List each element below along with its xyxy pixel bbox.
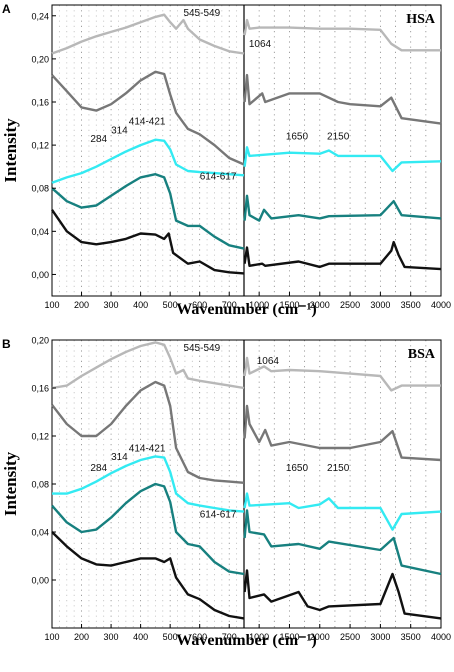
series-3-right	[243, 492, 442, 531]
series-4-right	[243, 194, 442, 222]
x-tick-label: 2500	[340, 300, 360, 310]
grid	[51, 5, 427, 296]
y-axis-title: Intensity	[1, 118, 20, 183]
x-tick-label: 4000	[431, 300, 451, 310]
series-1-right	[243, 356, 441, 392]
grid	[51, 340, 427, 628]
series-5-right	[243, 569, 442, 620]
panel-a: 0,00 0,04 0,08 0,12 0,16 0,20 0,24 100 200 300 400…	[1, 2, 451, 318]
x-tick-label: 500	[163, 632, 178, 642]
panel-letter: B	[2, 337, 11, 351]
y-tick-label: 0,16	[31, 98, 49, 108]
series-5-left	[51, 209, 245, 275]
x-tick-label: 3500	[401, 300, 421, 310]
x-tick-label: 700	[222, 300, 237, 310]
x-tick-label: 600	[192, 632, 207, 642]
series-2-right	[243, 404, 442, 462]
series-4-right	[243, 509, 442, 576]
x-axis-title: Wavenumber (cm⁻¹)	[176, 301, 316, 318]
y-tick-label: 0,04	[31, 528, 49, 538]
annotation-label: 545-549	[183, 8, 220, 19]
x-tick-label: 300	[104, 632, 119, 642]
y-tick-label: 0,20	[31, 54, 49, 64]
annotation-label: 1064	[257, 356, 280, 367]
x-tick-label: 1000	[249, 632, 269, 642]
x-tick-label: 1000	[249, 300, 269, 310]
annotation-label: 414-421	[129, 117, 166, 128]
x-tick-label: 100	[44, 632, 59, 642]
plot-frame	[51, 4, 442, 297]
x-tick-label: 2000	[310, 632, 330, 642]
annotation-label: 1650	[286, 463, 309, 474]
series-2-right	[243, 73, 442, 125]
x-tick-label: 4000	[431, 632, 451, 642]
series-3-right	[243, 146, 442, 173]
y-tick-label: 0,20	[31, 336, 49, 346]
series-1-left	[51, 341, 245, 390]
x-tick-label: 400	[133, 632, 148, 642]
x-tick-label: 1500	[279, 300, 299, 310]
x-tick-label: 200	[74, 632, 89, 642]
series-5-right	[243, 240, 442, 271]
x-tick-label: 300	[104, 300, 119, 310]
y-tick-label: 0,08	[31, 480, 49, 490]
series-5-left	[51, 531, 245, 620]
annotation-label: 614-617	[200, 172, 237, 183]
x-tick-label: 1500	[279, 632, 299, 642]
series-1-right	[243, 18, 441, 52]
annotation-label: 545-549	[183, 343, 220, 354]
sample-label: BSA	[408, 347, 436, 362]
series-1-left	[51, 13, 245, 55]
x-tick-label: 700	[222, 632, 237, 642]
x-tick-label: 500	[163, 300, 178, 310]
panel-letter: A	[2, 2, 11, 16]
y-tick-label: 0,08	[31, 184, 49, 194]
y-tick-label: 0,12	[31, 141, 49, 151]
x-tick-label: 2500	[340, 632, 360, 642]
x-axis-title: Wavenumber (cm⁻¹)	[176, 632, 316, 649]
x-tick-label: 200	[74, 300, 89, 310]
series-2-left	[51, 380, 245, 484]
x-tick-label: 3000	[370, 300, 390, 310]
x-tick-label: 3000	[370, 632, 390, 642]
annotation-label: 1064	[249, 39, 272, 50]
x-tick-label: 600	[192, 300, 207, 310]
series-2-left	[51, 70, 245, 166]
y-axis-title: Intensity	[1, 451, 20, 516]
series-3-left	[51, 138, 245, 184]
annotation-label: 2150	[327, 463, 350, 474]
series-4-left	[51, 173, 245, 250]
annotation-label: 414-421	[129, 444, 166, 455]
y-tick-label: 0,04	[31, 227, 49, 237]
annotation-label: 314	[111, 125, 128, 136]
x-tick-label: 2000	[310, 300, 330, 310]
annotation-label: 614-617	[200, 510, 237, 521]
x-tick-label: 3500	[401, 632, 421, 642]
series-4-left	[51, 482, 245, 576]
y-tick-label: 0,24	[31, 11, 49, 21]
y-tick-label: 0,00	[31, 576, 49, 586]
annotation-label: 284	[90, 463, 107, 474]
annotation-label: 1650	[286, 132, 309, 143]
panel-b: 0,00 0,04 0,08 0,12 0,16 0,20 100 200 300 400 500 6…	[1, 336, 451, 650]
y-tick-label: 0,00	[31, 270, 49, 280]
sample-label: HSA	[406, 12, 436, 27]
x-tick-label: 400	[133, 300, 148, 310]
y-tick-label: 0,16	[31, 384, 49, 394]
x-tick-label: 100	[44, 300, 59, 310]
annotation-label: 314	[111, 452, 128, 463]
y-tick-label: 0,12	[31, 432, 49, 442]
series-3-left	[52, 455, 245, 513]
annotation-label: 2150	[327, 132, 350, 143]
annotation-label: 284	[90, 134, 107, 145]
